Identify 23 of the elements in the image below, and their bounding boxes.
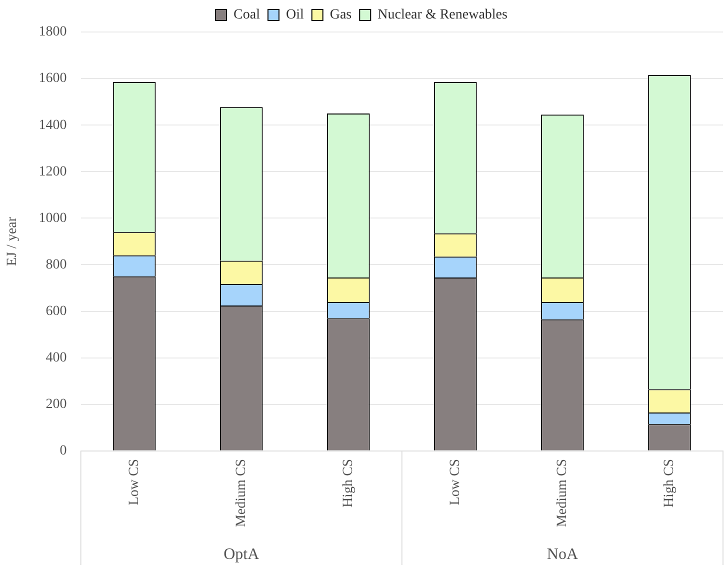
- x-tick-label: Medium CS: [555, 458, 570, 528]
- x-tick-label: High CS: [341, 458, 356, 508]
- legend-label: Nuclear & Renewables: [378, 8, 508, 23]
- x-tick-label: Low CS: [126, 458, 142, 506]
- y-tick-label: 1200: [38, 164, 67, 180]
- y-tick-label: 0: [60, 444, 67, 459]
- y-tick-label: 1000: [38, 210, 67, 226]
- legend-label: Coal: [234, 8, 260, 23]
- y-axis-title: EJ / year: [5, 216, 20, 266]
- y-tick-label: 200: [46, 397, 67, 412]
- y-tick-label: 1800: [38, 24, 67, 40]
- y-tick-label: 600: [46, 304, 67, 319]
- y-tick-label: 400: [46, 350, 67, 366]
- x-tick-label: High CS: [662, 458, 678, 508]
- x-tick-label: Medium CS: [234, 458, 250, 528]
- legend-label: Oil: [286, 8, 304, 23]
- text: NoA: [546, 546, 578, 564]
- x-tick-label: Low CS: [448, 458, 464, 506]
- legend-label: Gas: [330, 8, 352, 23]
- y-tick-label: 800: [46, 257, 67, 272]
- y-tick-label: 1400: [38, 118, 67, 133]
- text: OptA: [224, 546, 260, 564]
- y-tick-label: 1600: [38, 71, 67, 86]
